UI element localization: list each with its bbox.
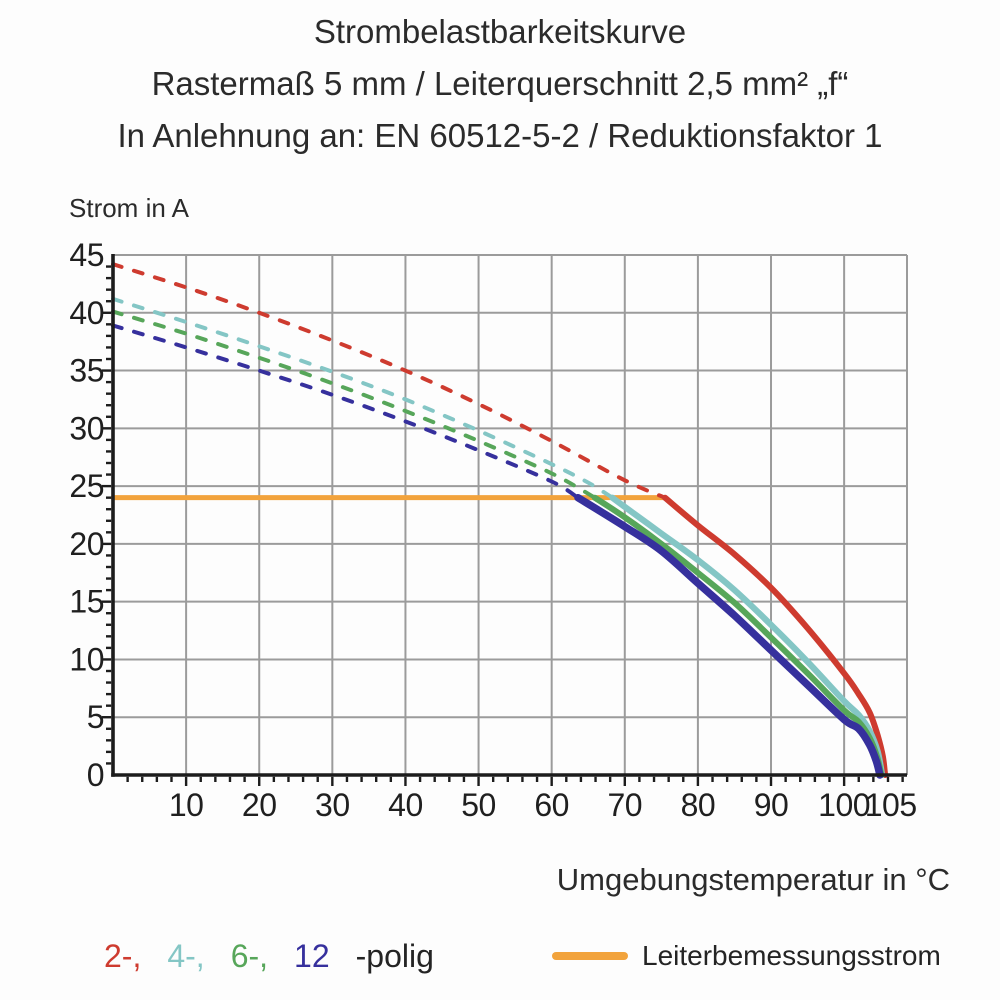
- curve-dashed-12-polig: [111, 323, 580, 500]
- y-tick-label-25: 25: [69, 468, 104, 504]
- y-tick-label-30: 30: [69, 410, 104, 446]
- x-tick-label-10: 10: [169, 787, 204, 823]
- legend-pole-counts: 2-, 4-, 6-, 12 -polig: [104, 936, 434, 976]
- x-tick-label-100: 100: [818, 787, 870, 823]
- chart-title-line2: Rastermaß 5 mm / Leiterquerschnitt 2,5 m…: [151, 65, 849, 102]
- curve-dashed-4-polig: [111, 296, 615, 500]
- curve-solid-6-polig: [591, 494, 885, 778]
- rated-current-line-swatch: [552, 952, 628, 960]
- x-tick-label-40: 40: [388, 787, 423, 823]
- y-tick-label-20: 20: [69, 526, 104, 562]
- y-tick-label-15: 15: [69, 584, 104, 620]
- x-axis-title: Umgebungstemperatur in °C: [556, 862, 950, 897]
- y-tick-label-10: 10: [69, 641, 104, 677]
- x-tick-label-70: 70: [607, 787, 642, 823]
- legend-pole-6: 6-,: [230, 938, 269, 974]
- x-tick-label-80: 80: [681, 787, 716, 823]
- rated-current-label: Leiterbemessungsstrom: [642, 940, 941, 971]
- x-tick-label-90: 90: [754, 787, 789, 823]
- x-tick-label-60: 60: [534, 787, 569, 823]
- y-axis-title: Strom in A: [69, 193, 189, 223]
- y-tick-label-45: 45: [69, 237, 104, 273]
- y-tick-label-0: 0: [87, 757, 104, 793]
- legend-pole-suffix: -polig: [355, 938, 434, 974]
- x-tick-label-50: 50: [461, 787, 496, 823]
- x-tick-label-30: 30: [315, 787, 350, 823]
- legend-pole-12: 12: [294, 938, 330, 974]
- chart-title-line3: In Anlehnung an: EN 60512-5-2 / Reduktio…: [117, 117, 883, 154]
- x-tick-label-105: 105: [865, 787, 917, 823]
- y-tick-label-5: 5: [87, 699, 104, 735]
- curve-dashed-2-polig: [111, 262, 667, 500]
- legend-rated-current: Leiterbemessungsstrom: [552, 936, 941, 976]
- curve-dashed-6-polig: [111, 309, 597, 500]
- x-tick-label-20: 20: [242, 787, 277, 823]
- y-tick-label-40: 40: [69, 295, 104, 331]
- y-tick-label-35: 35: [69, 353, 104, 389]
- curve-solid-2-polig: [662, 494, 889, 778]
- curve-solid-12-polig: [574, 493, 884, 779]
- curve-solid-4-polig: [609, 494, 886, 779]
- legend-pole-4: 4-,: [167, 938, 205, 974]
- chart-title-block: Strombelastbarkeitskurve Rastermaß 5 mm …: [0, 6, 1000, 162]
- chart-title-line1: Strombelastbarkeitskurve: [313, 13, 687, 50]
- legend-pole-2: 2-,: [104, 938, 142, 974]
